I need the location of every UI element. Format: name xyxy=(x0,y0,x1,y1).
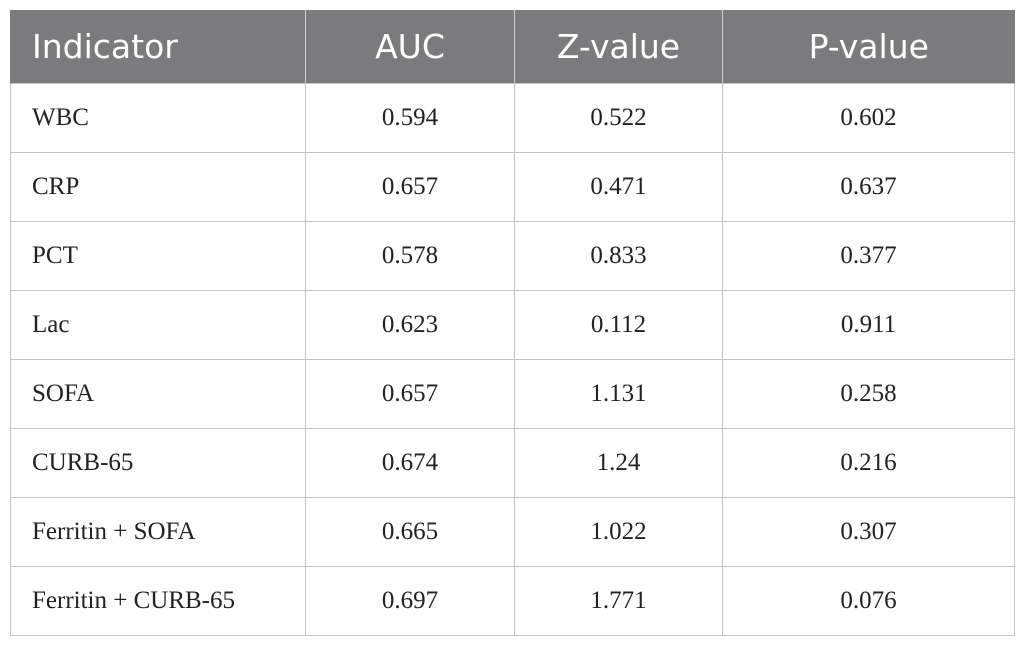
header-row: Indicator AUC Z-value P-value xyxy=(10,10,1015,84)
z-value-cell: 0.471 xyxy=(514,152,723,222)
table-row: Ferritin + SOFA 0.665 1.022 0.307 xyxy=(10,497,1015,567)
auc-cell: 0.665 xyxy=(305,497,515,567)
indicator-cell: SOFA xyxy=(10,359,306,429)
indicator-cell: Ferritin + CURB-65 xyxy=(10,566,306,636)
p-value-cell: 0.258 xyxy=(722,359,1015,429)
indicator-cell: CURB-65 xyxy=(10,428,306,498)
p-value-cell: 0.911 xyxy=(722,290,1015,360)
auc-cell: 0.594 xyxy=(305,83,515,153)
z-value-cell: 0.522 xyxy=(514,83,723,153)
header-z-value: Z-value xyxy=(514,10,723,84)
auc-cell: 0.674 xyxy=(305,428,515,498)
p-value-cell: 0.637 xyxy=(722,152,1015,222)
indicator-cell: Lac xyxy=(10,290,306,360)
p-value-cell: 0.307 xyxy=(722,497,1015,567)
z-value-cell: 1.24 xyxy=(514,428,723,498)
header-p-value: P-value xyxy=(722,10,1015,84)
z-value-cell: 1.022 xyxy=(514,497,723,567)
z-value-cell: 0.112 xyxy=(514,290,723,360)
z-value-cell: 1.131 xyxy=(514,359,723,429)
header-auc: AUC xyxy=(305,10,515,84)
table-row: Ferritin + CURB-65 0.697 1.771 0.076 xyxy=(10,566,1015,636)
auc-cell: 0.657 xyxy=(305,359,515,429)
indicator-cell: WBC xyxy=(10,83,306,153)
indicator-cell: Ferritin + SOFA xyxy=(10,497,306,567)
z-value-cell: 1.771 xyxy=(514,566,723,636)
header-indicator: Indicator xyxy=(10,10,306,84)
table-header: Indicator AUC Z-value P-value xyxy=(10,10,1015,84)
p-value-cell: 0.076 xyxy=(722,566,1015,636)
table-body: WBC 0.594 0.522 0.602 CRP 0.657 0.471 0.… xyxy=(10,83,1015,636)
p-value-cell: 0.602 xyxy=(722,83,1015,153)
table-row: WBC 0.594 0.522 0.602 xyxy=(10,83,1015,153)
table-row: SOFA 0.657 1.131 0.258 xyxy=(10,359,1015,429)
p-value-cell: 0.377 xyxy=(722,221,1015,291)
z-value-cell: 0.833 xyxy=(514,221,723,291)
indicator-cell: CRP xyxy=(10,152,306,222)
table-row: CURB-65 0.674 1.24 0.216 xyxy=(10,428,1015,498)
table-row: Lac 0.623 0.112 0.911 xyxy=(10,290,1015,360)
table-row: CRP 0.657 0.471 0.637 xyxy=(10,152,1015,222)
indicator-table: Indicator AUC Z-value P-value WBC 0.594 … xyxy=(10,10,1015,636)
auc-cell: 0.697 xyxy=(305,566,515,636)
table-row: PCT 0.578 0.833 0.377 xyxy=(10,221,1015,291)
auc-cell: 0.657 xyxy=(305,152,515,222)
auc-cell: 0.578 xyxy=(305,221,515,291)
indicator-cell: PCT xyxy=(10,221,306,291)
auc-cell: 0.623 xyxy=(305,290,515,360)
p-value-cell: 0.216 xyxy=(722,428,1015,498)
